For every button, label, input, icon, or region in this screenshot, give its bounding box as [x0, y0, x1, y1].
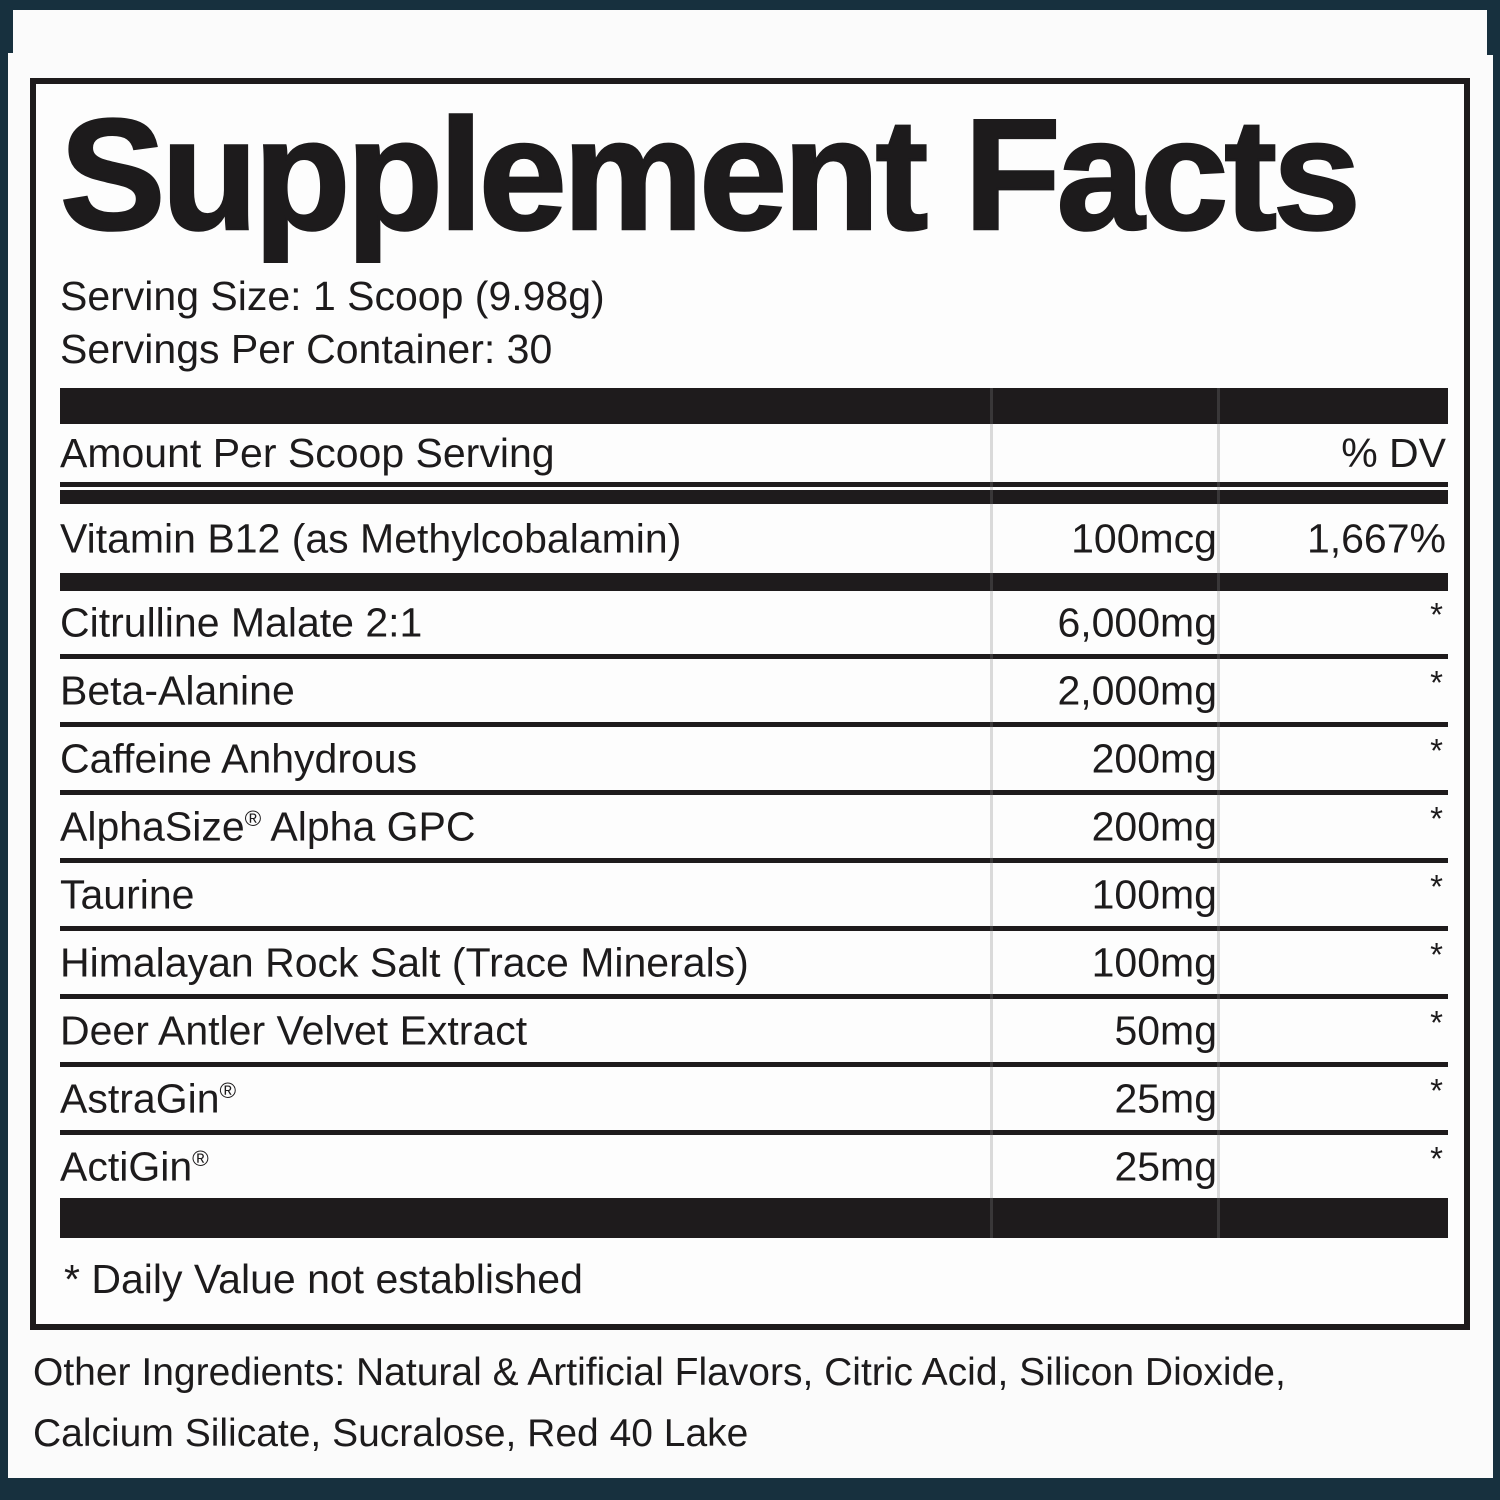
serving-size-line: Serving Size: 1 Scoop (9.98g) — [60, 273, 605, 319]
ingredient-row: Himalayan Rock Salt (Trace Minerals) 100… — [60, 931, 1448, 999]
label-title: Supplement Facts — [59, 87, 1362, 263]
ingredient-dv: * — [1430, 1072, 1443, 1109]
ingredient-dv: * — [1430, 596, 1443, 633]
ingredient-amount: 100mg — [1091, 871, 1217, 917]
ingredient-dv: 1,667% — [1306, 515, 1446, 561]
ingredient-row: AlphaSize® Alpha GPC 200mg * — [60, 795, 1448, 863]
ingredient-amount: 100mcg — [1071, 515, 1217, 561]
ingredient-row: Beta-Alanine 2,000mg * — [60, 659, 1448, 727]
ingredient-rows: Citrulline Malate 2:1 6,000mg * Beta-Ala… — [60, 591, 1448, 1198]
separator-bar-top — [60, 388, 1448, 424]
frame-border-left — [0, 0, 8, 1500]
ingredient-amount: 6,000mg — [1057, 599, 1217, 645]
ingredient-row: Citrulline Malate 2:1 6,000mg * — [60, 591, 1448, 659]
ingredient-name: AstraGin® — [60, 1075, 237, 1121]
ingredient-amount: 200mg — [1091, 735, 1217, 781]
frame-border-top — [0, 0, 1500, 10]
ingredient-dv: * — [1430, 1140, 1443, 1177]
facts-table: Amount Per Scoop Serving % DV Vitamin B1… — [60, 388, 1448, 1238]
ingredient-amount: 200mg — [1091, 803, 1217, 849]
supplement-facts-box: Supplement Facts Serving Size: 1 Scoop (… — [30, 78, 1470, 1330]
ingredient-amount: 2,000mg — [1057, 667, 1217, 713]
amount-header-row: Amount Per Scoop Serving % DV — [60, 424, 1448, 487]
ingredient-name: AlphaSize® Alpha GPC — [60, 803, 476, 849]
daily-value-footnote: * Daily Value not established — [64, 1256, 583, 1302]
separator-bar-bottom — [60, 1198, 1448, 1238]
ingredient-name: Beta-Alanine — [60, 667, 295, 713]
ingredient-name: Himalayan Rock Salt (Trace Minerals) — [60, 939, 749, 985]
ingredient-amount: 50mg — [1114, 1007, 1217, 1053]
ingredient-amount: 25mg — [1114, 1075, 1217, 1121]
frame-border-right — [1493, 0, 1500, 1500]
vitamin-row: Vitamin B12 (as Methylcobalamin) 100mcg … — [60, 504, 1448, 573]
ingredient-dv: * — [1430, 936, 1443, 973]
ingredient-dv: * — [1430, 1004, 1443, 1041]
ingredient-name: ActiGin® — [60, 1143, 209, 1189]
other-ingredients-line: Calcium Silicate, Sucralose, Red 40 Lake — [33, 1412, 749, 1455]
ingredient-dv: * — [1430, 868, 1443, 905]
ingredient-dv: * — [1430, 732, 1443, 769]
serving-info: Serving Size: 1 Scoop (9.98g) Servings P… — [60, 270, 1448, 376]
ingredient-row: Deer Antler Velvet Extract 50mg * — [60, 999, 1448, 1067]
frame-corner-left — [0, 0, 13, 53]
frame-border-bottom — [0, 1478, 1500, 1500]
ingredient-amount: 25mg — [1114, 1143, 1217, 1189]
ingredient-row: AstraGin® 25mg * — [60, 1067, 1448, 1135]
other-ingredients-line: Other Ingredients: Natural & Artificial … — [33, 1351, 1286, 1394]
ingredient-name: Taurine — [60, 871, 195, 917]
ingredient-name: Vitamin B12 (as Methylcobalamin) — [60, 515, 682, 561]
ingredient-name: Citrulline Malate 2:1 — [60, 599, 423, 645]
separator-bar-vitamin — [60, 573, 1448, 591]
separator-bar-header — [60, 490, 1448, 504]
other-ingredients: Other Ingredients: Natural & Artificial … — [33, 1342, 1463, 1464]
ingredient-dv: * — [1430, 800, 1443, 837]
ingredient-name: Deer Antler Velvet Extract — [60, 1007, 528, 1053]
ingredient-amount: 100mg — [1091, 939, 1217, 985]
frame-corner-right — [1487, 0, 1500, 55]
ingredient-row: ActiGin® 25mg * — [60, 1135, 1448, 1198]
servings-per-container-line: Servings Per Container: 30 — [60, 326, 553, 372]
ingredient-row: Taurine 100mg * — [60, 863, 1448, 931]
amount-header-label: Amount Per Scoop Serving — [60, 429, 555, 476]
ingredient-dv: * — [1430, 664, 1443, 701]
dv-header-label: % DV — [1341, 429, 1446, 476]
ingredient-name: Caffeine Anhydrous — [60, 735, 418, 781]
ingredient-row: Caffeine Anhydrous 200mg * — [60, 727, 1448, 795]
